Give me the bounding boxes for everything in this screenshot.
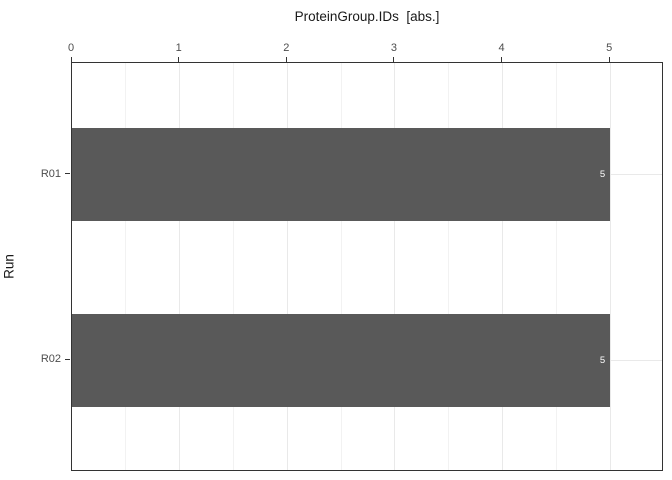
x-tick-mark (393, 57, 395, 62)
x-tick-mark (608, 57, 610, 62)
gridline-minor-vertical (340, 63, 342, 470)
y-tick-mark (65, 358, 70, 360)
x-tick-label: 4 (498, 42, 505, 54)
gridline-minor-vertical (448, 63, 450, 470)
gridline-minor-vertical (555, 63, 557, 470)
gridline-major-vertical (394, 63, 396, 470)
y-axis-title: Run (1, 254, 17, 279)
gridline-major-vertical (502, 63, 504, 470)
chart-title: ProteinGroup.IDs [abs.] (294, 9, 440, 24)
gridline-major-vertical (179, 63, 181, 470)
bar-value-label: 5 (599, 169, 606, 181)
x-tick-label: 0 (67, 42, 75, 54)
x-tick-label: 3 (390, 42, 397, 54)
gridline-major-vertical (286, 63, 288, 470)
y-tick-mark (65, 173, 70, 175)
gridline-minor-vertical (125, 63, 127, 470)
bar-R01 (72, 128, 611, 222)
bar-value-label: 5 (599, 354, 606, 366)
gridline-minor-vertical (232, 63, 234, 470)
x-tick-mark (178, 57, 180, 62)
x-tick-label: 1 (175, 42, 182, 54)
x-tick-label: 5 (606, 42, 613, 54)
y-tick-label-R02: R02 (40, 353, 61, 366)
x-tick-mark (501, 57, 503, 62)
bar-R02 (72, 313, 611, 407)
x-tick-label: 2 (283, 42, 290, 54)
y-tick-label-R01: R01 (40, 167, 61, 180)
gridline-major-vertical (609, 63, 611, 470)
x-tick-mark (285, 57, 287, 62)
x-tick-mark (70, 57, 72, 62)
